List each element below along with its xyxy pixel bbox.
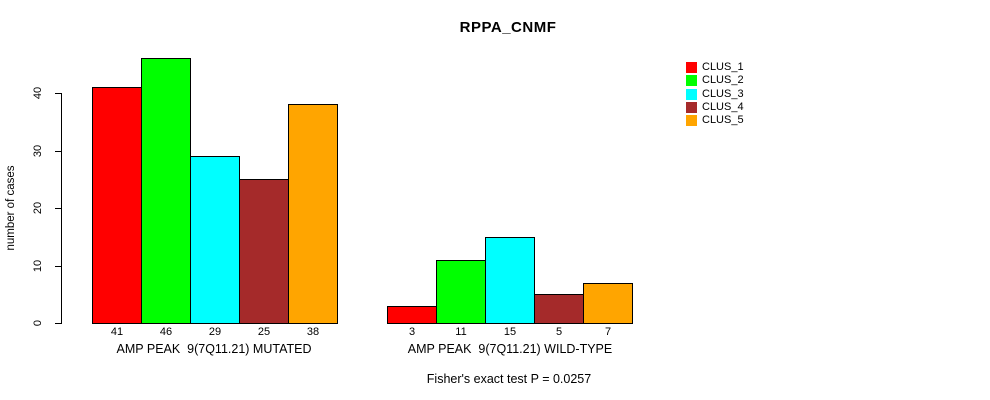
y-tick (55, 266, 62, 267)
y-tick (55, 208, 62, 209)
bar-value-label: 3 (408, 326, 416, 338)
bar-value-label: 15 (503, 326, 517, 338)
bar-clus_2-wildtype (436, 260, 486, 324)
bar-value-label: 25 (257, 326, 271, 338)
legend-swatch-clus_1 (686, 62, 697, 73)
bar-value-label: 7 (604, 326, 612, 338)
bar-value-label: 38 (306, 326, 320, 338)
bar-clus_1-mutated (92, 87, 142, 324)
bar-clus_4-mutated (239, 179, 289, 324)
legend-label-clus_5: CLUS_5 (702, 114, 744, 126)
fisher-test-annotation: Fisher's exact test P = 0.0257 (426, 372, 592, 386)
bar-value-label: 11 (455, 326, 467, 338)
legend-label-clus_1: CLUS_1 (702, 61, 744, 73)
bar-clus_4-wildtype (534, 294, 584, 324)
legend-swatch-clus_2 (686, 75, 697, 86)
y-tick-label: 10 (32, 259, 44, 273)
y-tick (55, 151, 62, 152)
legend-swatch-clus_4 (686, 102, 697, 113)
bar-clus_5-wildtype (583, 283, 633, 324)
bar-value-label: 5 (555, 326, 563, 338)
bar-clus_3-mutated (190, 156, 240, 324)
legend-label-clus_4: CLUS_4 (702, 101, 744, 113)
y-tick-label: 30 (32, 144, 44, 158)
y-tick (55, 323, 62, 324)
bar-clus_1-wildtype (387, 306, 437, 324)
bar-value-label: 46 (159, 326, 173, 338)
y-axis-label: number of cases (5, 165, 17, 251)
bar-value-label: 29 (208, 326, 222, 338)
chart-title: RPPA_CNMF (459, 19, 557, 36)
legend-label-clus_2: CLUS_2 (702, 74, 744, 86)
legend-swatch-clus_5 (686, 115, 697, 126)
y-tick-label: 20 (32, 201, 44, 215)
y-tick-label: 40 (32, 86, 44, 100)
legend-label-clus_3: CLUS_3 (702, 88, 744, 100)
bar-clus_5-mutated (288, 104, 338, 324)
bar-value-label: 41 (110, 326, 124, 338)
y-tick (55, 93, 62, 94)
group-label-wildtype: AMP PEAK 9(7Q11.21) WILD-TYPE (407, 342, 613, 356)
bar-clus_2-mutated (141, 58, 191, 324)
legend-swatch-clus_3 (686, 89, 697, 100)
y-tick-label: 0 (32, 319, 44, 327)
bar-clus_3-wildtype (485, 237, 535, 324)
group-label-mutated: AMP PEAK 9(7Q11.21) MUTATED (116, 342, 312, 356)
